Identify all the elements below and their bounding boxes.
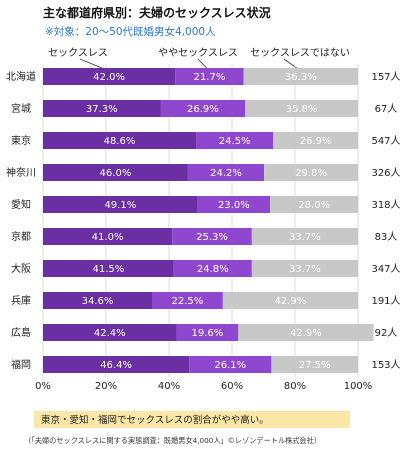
bar-value-label: 46.4%: [100, 360, 132, 371]
bar-value-label: 21.7%: [194, 72, 226, 83]
bar-value-label: 42.9%: [275, 296, 307, 307]
bar-segment: [264, 164, 358, 181]
bar-value-label: 25.3%: [196, 232, 228, 243]
bar-segment: [243, 68, 358, 85]
bar-value-label: 22.5%: [172, 296, 204, 307]
count-label: 83人: [375, 231, 398, 243]
bar-value-label: 19.6%: [192, 328, 224, 339]
category-label: 神奈川: [6, 166, 36, 179]
bar-value-label: 33.7%: [289, 232, 321, 243]
category-label: 京都: [11, 230, 31, 243]
bar-segment: [187, 164, 265, 181]
bar-segment: [270, 196, 359, 213]
bar-segment: [43, 132, 197, 149]
bar-value-label: 48.6%: [104, 136, 136, 147]
bar-value-label: 41.0%: [92, 232, 124, 243]
bar-value-label: 27.5%: [299, 360, 331, 371]
x-tick-label: 40%: [158, 381, 180, 392]
bar-segment: [238, 324, 374, 341]
bar-value-label: 36.3%: [285, 72, 317, 83]
category-label: 愛知: [11, 198, 31, 211]
bar-segment: [251, 228, 358, 245]
legend-label: セックスレスではない: [250, 47, 350, 59]
legend: セックスレス ややセックスレス セックスレスではない: [48, 47, 350, 72]
bar-value-label: 23.0%: [218, 200, 250, 211]
bar-value-label: 37.3%: [86, 104, 118, 115]
category-label: 兵庫: [11, 294, 31, 307]
bar-value-label: 49.1%: [104, 200, 136, 211]
count-label: 153人: [371, 359, 400, 371]
category-label: 広島: [11, 326, 31, 339]
count-label: 318人: [371, 199, 400, 211]
bar-segment: [43, 164, 188, 181]
bar-value-label: 33.7%: [289, 264, 321, 275]
labels: 42.0% 21.7% 36.3% 北海道 157人 37.3% 26.9% 35.8% 宮城 6…: [6, 70, 401, 371]
bar-segment: [176, 324, 239, 341]
bar-segment: [43, 228, 173, 245]
bar-value-label: 42.9%: [290, 328, 322, 339]
bar-segment: [43, 68, 176, 85]
bar-value-label: 35.8%: [286, 104, 318, 115]
category-label: 大阪: [11, 262, 31, 275]
bar-segment: [273, 132, 358, 149]
bar-segment: [189, 356, 272, 373]
x-tick-label: 80%: [284, 381, 306, 392]
bar-segment: [271, 356, 358, 373]
bar-segment: [173, 260, 252, 277]
count-label: 547人: [371, 135, 400, 147]
bar-value-label: 24.8%: [197, 264, 229, 275]
category-label: 東京: [11, 134, 31, 147]
bar-segment: [43, 260, 174, 277]
bar-value-label: 28.0%: [298, 200, 330, 211]
bar-segment: [43, 292, 152, 309]
bar-segment: [222, 292, 358, 309]
bar-segment: [43, 196, 198, 213]
bar-value-label: 24.2%: [210, 168, 242, 179]
bars: [43, 68, 374, 373]
bar-value-label: 41.5%: [92, 264, 124, 275]
category-label: 宮城: [11, 102, 31, 115]
bar-segment: [43, 356, 190, 373]
bar-value-label: 42.0%: [93, 72, 125, 83]
bar-value-label: 26.9%: [300, 136, 332, 147]
chart-subtitle: ※対象：20～50代既婚男女4,000人: [45, 25, 216, 38]
bar-segment: [197, 196, 271, 213]
x-tick-label: 60%: [221, 381, 243, 392]
bar-segment: [245, 100, 358, 117]
bar-segment: [196, 132, 274, 149]
legend-label: セックスレス: [48, 47, 108, 59]
count-label: 347人: [371, 263, 400, 275]
bar-segment: [151, 292, 223, 309]
bar-segment: [172, 228, 252, 245]
x-tick-label: 0%: [35, 381, 51, 392]
count-label: 92人: [375, 327, 398, 339]
source-text: （「夫婦のセックスレスに関する実態調査：既婚男女4,000人」©レゾンデートル株…: [24, 436, 321, 445]
chart-title: 主な都道府県別：夫婦のセックスレス状況: [43, 5, 271, 20]
bar-value-label: 34.6%: [82, 296, 114, 307]
x-tick-label: 20%: [95, 381, 117, 392]
note-box: [34, 411, 350, 428]
bar-segment: [160, 100, 246, 117]
bar-segment: [175, 68, 244, 85]
note-text: 東京・愛知・福岡でセックスレスの割合がやや高い。: [41, 414, 269, 426]
legend-label: ややセックスレス: [158, 47, 238, 59]
count-label: 157人: [371, 71, 400, 83]
bar-value-label: 42.4%: [94, 328, 126, 339]
bar-value-label: 24.5%: [219, 136, 251, 147]
count-label: 191人: [371, 295, 400, 307]
bar-value-label: 26.9%: [187, 104, 219, 115]
bar-value-label: 46.0%: [100, 168, 132, 179]
bar-segment: [43, 100, 161, 117]
category-label: 北海道: [6, 70, 36, 83]
x-axis-ticks: 0% 20% 40% 60% 80% 100%: [35, 381, 372, 392]
bar-segment: [251, 260, 358, 277]
count-label: 326人: [371, 167, 400, 179]
x-tick-label: 100%: [344, 381, 373, 392]
bar-segment: [43, 324, 177, 341]
count-label: 67人: [375, 103, 398, 115]
category-label: 福岡: [11, 358, 31, 371]
bar-value-label: 29.8%: [295, 168, 327, 179]
bar-value-label: 26.1%: [214, 360, 246, 371]
